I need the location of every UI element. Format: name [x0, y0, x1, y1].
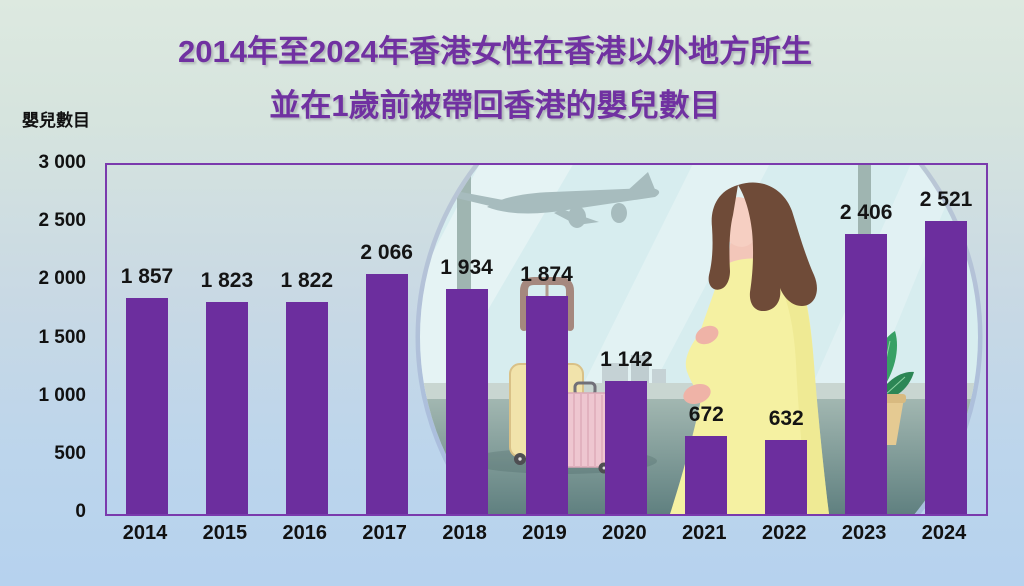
page-title-line1: 2014年至2024年香港女性在香港以外地方所生 [178, 34, 812, 69]
bar-2014 [125, 297, 168, 514]
bar-2021 [685, 435, 728, 514]
bar-2023 [845, 234, 888, 514]
suitcase-pink [559, 381, 612, 474]
bar-value-label: 1 874 [520, 262, 573, 286]
y-tick-label: 2 500 [38, 210, 86, 232]
woman-hand-upper [695, 325, 719, 345]
bar-value-label: 2 406 [839, 201, 893, 225]
x-tick-label-2015: 2015 [202, 522, 248, 544]
bar-value-label: 1 934 [440, 256, 493, 279]
x-tick-label-2024: 2024 [921, 522, 967, 544]
y-axis-title: 嬰兒數目 [22, 111, 90, 130]
y-tick-label: 1 000 [38, 384, 86, 406]
x-tick-label-2023: 2023 [841, 522, 887, 544]
bar-2024 [925, 220, 968, 514]
x-tick-label-2014: 2014 [122, 522, 168, 544]
y-tick-label: 1 500 [38, 326, 86, 348]
y-tick-label: 500 [54, 442, 86, 464]
airport-scene-illustration [415, 165, 983, 514]
woman-hand-lower [683, 383, 711, 405]
x-tick-label-2021: 2021 [682, 522, 727, 544]
x-tick-label-2016: 2016 [282, 522, 328, 544]
x-tick-label-2020: 2020 [602, 522, 647, 544]
x-tick-label-2017: 2017 [362, 522, 407, 544]
bar-value-label: 672 [688, 402, 724, 426]
x-tick-label-2019: 2019 [522, 522, 567, 544]
bar-2018 [445, 289, 488, 514]
x-tick-label-2018: 2018 [442, 522, 487, 544]
bar-2016 [285, 302, 328, 514]
bar-value-label: 1 857 [120, 264, 174, 288]
bar-2022 [765, 440, 808, 514]
y-tick-label: 2 000 [38, 268, 86, 290]
bar-value-label: 1 142 [600, 348, 653, 372]
bar-2019 [525, 296, 568, 514]
y-tick-label: 0 [75, 501, 86, 522]
bar-value-label: 1 822 [280, 269, 334, 293]
plot-area: 1 857 1 823 1 822 2 066 1 934 1 874 1 142 672 63… [105, 163, 988, 516]
y-tick-label: 3 000 [38, 152, 86, 173]
bar-value-label: 1 823 [200, 268, 254, 292]
scene-circle-outline [415, 165, 983, 514]
bar-value-label: 632 [768, 407, 804, 431]
dress-shading [767, 262, 829, 514]
bar-value-label: 2 521 [919, 187, 973, 211]
bar-2017 [365, 273, 408, 514]
woman-hair [708, 182, 817, 311]
bar-2015 [205, 301, 248, 514]
bar-value-label: 2 066 [360, 240, 413, 264]
bar-2020 [605, 381, 648, 514]
x-tick-label-2022: 2022 [761, 522, 807, 544]
page-title-line2: 並在1歲前被帶回香港的嬰兒數目 [269, 88, 721, 123]
